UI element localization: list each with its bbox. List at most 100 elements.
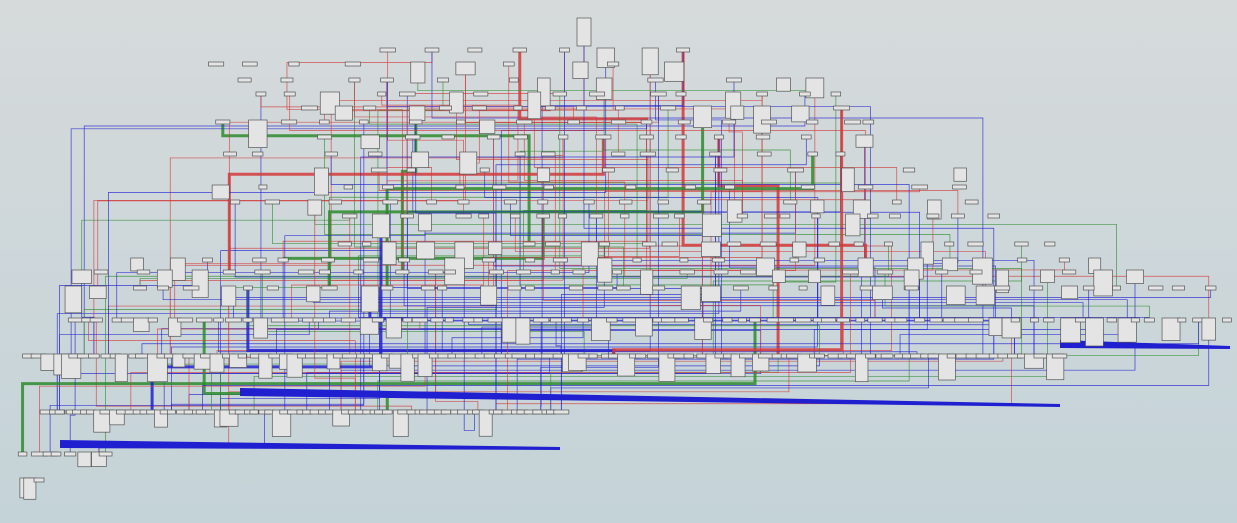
graph-node[interactable] (552, 257, 568, 263)
graph-node[interactable] (952, 184, 967, 190)
graph-node[interactable] (321, 285, 338, 291)
graph-node[interactable] (382, 409, 393, 415)
graph-node[interactable] (726, 241, 742, 247)
graph-node[interactable] (736, 213, 748, 219)
graph-node[interactable] (679, 269, 695, 275)
graph-node[interactable] (77, 451, 92, 468)
graph-node[interactable] (156, 269, 173, 288)
graph-node[interactable] (230, 199, 241, 205)
graph-node[interactable] (789, 257, 800, 263)
graph-node[interactable] (439, 105, 452, 111)
graph-node[interactable] (33, 477, 45, 483)
graph-node[interactable] (730, 105, 745, 120)
graph-node[interactable] (283, 91, 296, 97)
graph-node[interactable] (677, 119, 691, 125)
graph-node[interactable] (167, 409, 176, 415)
graph-node[interactable] (541, 151, 556, 157)
graph-node[interactable] (455, 213, 472, 219)
graph-node[interactable] (859, 285, 874, 291)
graph-node[interactable] (583, 199, 595, 205)
graph-node[interactable] (550, 269, 560, 275)
graph-node[interactable] (348, 77, 361, 83)
graph-node[interactable] (64, 285, 82, 314)
graph-node[interactable] (791, 105, 810, 123)
graph-node[interactable] (462, 317, 475, 323)
graph-node[interactable] (371, 317, 384, 323)
graph-node[interactable] (650, 91, 667, 97)
graph-node[interactable] (617, 353, 636, 377)
graph-node[interactable] (749, 317, 761, 323)
graph-node[interactable] (997, 353, 1009, 359)
graph-node[interactable] (487, 134, 501, 140)
graph-node[interactable] (854, 353, 869, 383)
graph-node[interactable] (693, 105, 713, 128)
graph-node[interactable] (237, 77, 252, 83)
graph-node[interactable] (324, 409, 334, 415)
graph-node[interactable] (363, 257, 379, 263)
graph-node[interactable] (362, 241, 372, 247)
graph-node[interactable] (323, 317, 336, 323)
graph-node[interactable] (533, 317, 550, 323)
graph-node[interactable] (319, 119, 330, 125)
graph-node[interactable] (679, 257, 689, 263)
graph-node[interactable] (753, 105, 771, 134)
graph-node[interactable] (988, 317, 1003, 336)
graph-node[interactable] (808, 269, 821, 284)
graph-node[interactable] (482, 257, 496, 263)
graph-node[interactable] (855, 317, 866, 323)
graph-node[interactable] (1177, 317, 1187, 323)
graph-node[interactable] (664, 61, 685, 82)
graph-node[interactable] (507, 285, 522, 291)
graph-node[interactable] (572, 61, 589, 79)
graph-node[interactable] (222, 269, 236, 275)
graph-node[interactable] (1143, 317, 1155, 323)
graph-node[interactable] (598, 241, 610, 247)
graph-node[interactable] (558, 134, 569, 140)
graph-node[interactable] (759, 241, 777, 247)
graph-node[interactable] (302, 409, 312, 415)
graph-node[interactable] (610, 119, 627, 125)
graph-node[interactable] (572, 269, 586, 275)
graph-node[interactable] (344, 61, 362, 67)
graph-node[interactable] (537, 199, 549, 205)
graph-node[interactable] (1040, 269, 1055, 283)
graph-node[interactable] (258, 184, 268, 190)
graph-node[interactable] (280, 77, 294, 83)
graph-node[interactable] (353, 269, 364, 275)
graph-node[interactable] (737, 317, 747, 323)
graph-node[interactable] (968, 317, 984, 323)
graph-node[interactable] (421, 285, 436, 291)
graph-node[interactable] (845, 213, 861, 237)
graph-node[interactable] (211, 184, 230, 200)
graph-node[interactable] (810, 199, 825, 214)
graph-node[interactable] (130, 257, 144, 272)
graph-node[interactable] (800, 184, 816, 190)
graph-node[interactable] (722, 119, 737, 125)
graph-node[interactable] (248, 119, 268, 148)
graph-node[interactable] (395, 269, 410, 275)
graph-node[interactable] (297, 269, 315, 275)
graph-node[interactable] (722, 317, 733, 323)
graph-node[interactable] (213, 317, 224, 323)
graph-node[interactable] (283, 317, 299, 323)
graph-node[interactable] (580, 241, 599, 267)
graph-node[interactable] (975, 353, 991, 359)
graph-node[interactable] (641, 47, 659, 76)
graph-node[interactable] (1061, 285, 1079, 300)
graph-node[interactable] (577, 317, 589, 323)
graph-node[interactable] (512, 47, 527, 53)
graph-node[interactable] (813, 257, 825, 263)
graph-node[interactable] (17, 451, 28, 457)
graph-node[interactable] (811, 213, 821, 219)
graph-node[interactable] (196, 317, 213, 323)
graph-node[interactable] (1205, 285, 1217, 291)
graph-node[interactable] (758, 353, 774, 359)
graph-node[interactable] (675, 91, 687, 97)
graph-node[interactable] (787, 167, 804, 173)
graph-node[interactable] (50, 451, 62, 457)
graph-node[interactable] (380, 285, 394, 291)
graph-node[interactable] (954, 317, 971, 323)
graph-node[interactable] (615, 105, 625, 111)
graph-node[interactable] (884, 241, 893, 247)
graph-node[interactable] (134, 353, 149, 359)
